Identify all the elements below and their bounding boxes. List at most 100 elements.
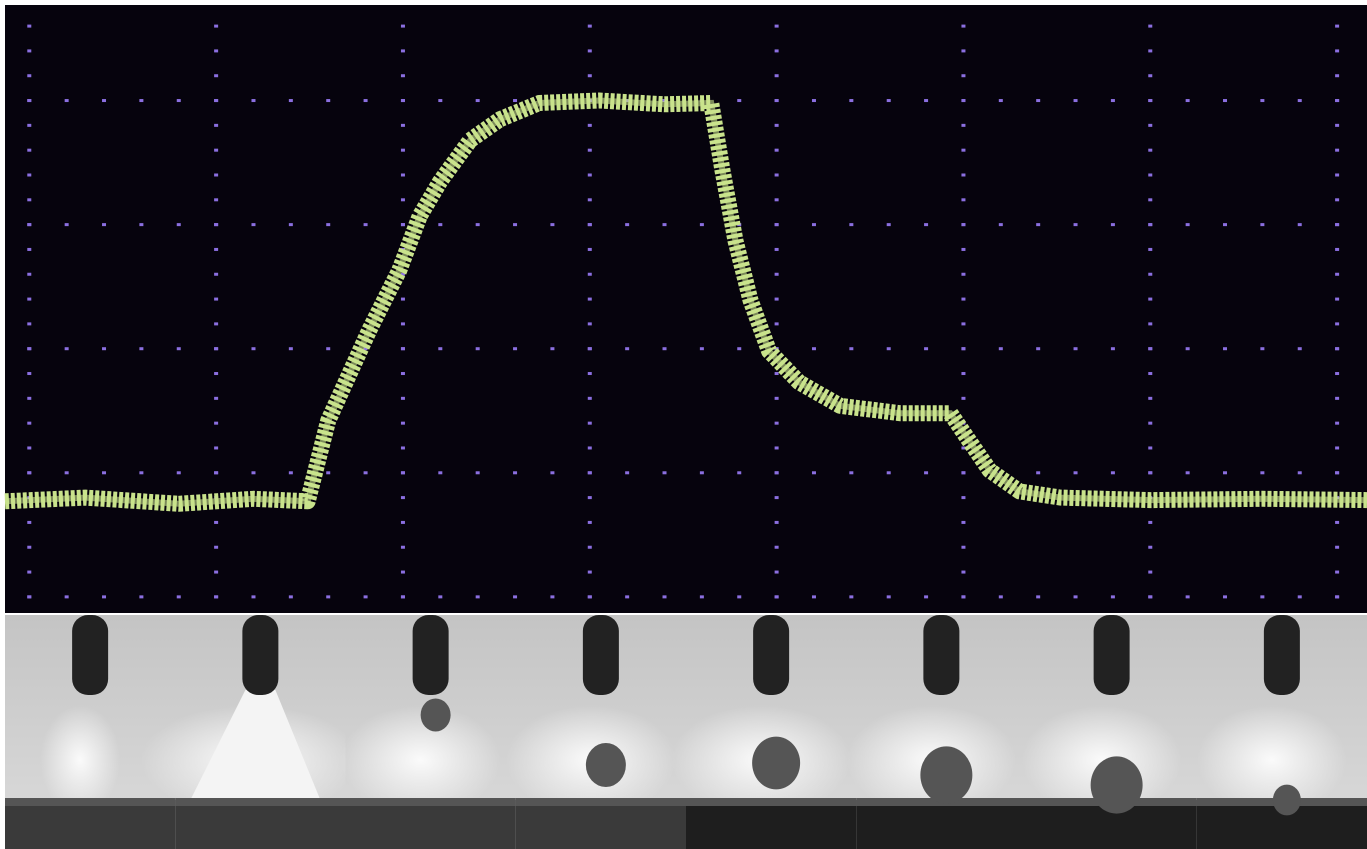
droplet xyxy=(421,699,451,732)
grid-dot xyxy=(177,595,181,598)
grid-dot xyxy=(961,397,965,400)
grid-dot xyxy=(27,422,31,425)
grid-dot xyxy=(999,99,1003,102)
grid-dot xyxy=(1186,347,1190,350)
grid-dot xyxy=(1335,372,1339,375)
grid-dot xyxy=(476,99,480,102)
grid-dot xyxy=(588,25,592,28)
grid-dot xyxy=(27,595,31,598)
grid-dot xyxy=(251,595,255,598)
grid-dot xyxy=(214,571,218,574)
grid-dot xyxy=(812,471,816,474)
electrode xyxy=(583,615,619,695)
grid-dot xyxy=(550,347,554,350)
grid-dot xyxy=(775,471,779,474)
grid-dot xyxy=(1223,595,1227,598)
grid-dot xyxy=(775,124,779,127)
grid-dot xyxy=(775,25,779,28)
grid-dot xyxy=(812,223,816,226)
grid-dot xyxy=(65,223,69,226)
grid-dot xyxy=(214,273,218,276)
grid-dot xyxy=(849,223,853,226)
grid-dot xyxy=(214,347,218,350)
grid-dot xyxy=(775,74,779,77)
grid-dot xyxy=(214,422,218,425)
grid-dot xyxy=(1335,471,1339,474)
grid-dot xyxy=(775,248,779,251)
grid-dot xyxy=(102,595,106,598)
grid-dot xyxy=(1260,99,1264,102)
grid-dot xyxy=(1148,471,1152,474)
grid-dot xyxy=(1260,347,1264,350)
grid-dot xyxy=(588,49,592,52)
grid-dot xyxy=(775,372,779,375)
grid-dot xyxy=(401,322,405,325)
grid-dot xyxy=(700,595,704,598)
grid-dot xyxy=(102,223,106,226)
grid-dot xyxy=(326,223,330,226)
grid-dot xyxy=(102,99,106,102)
grid-dot xyxy=(214,546,218,549)
grid-dot xyxy=(289,347,293,350)
grid-dot xyxy=(775,546,779,549)
grid-dot xyxy=(214,248,218,251)
grid-dot xyxy=(887,223,891,226)
grid-dot xyxy=(550,471,554,474)
grid-dot xyxy=(27,74,31,77)
grid-dot xyxy=(887,595,891,598)
electrode xyxy=(923,615,959,695)
electrode xyxy=(753,615,789,695)
grid-dot xyxy=(27,521,31,524)
grid-dot xyxy=(887,99,891,102)
grid-dot xyxy=(364,471,368,474)
grid-dot xyxy=(887,471,891,474)
grid-dot xyxy=(625,595,629,598)
grid-dot xyxy=(961,124,965,127)
grid-dot xyxy=(588,273,592,276)
grid-dot xyxy=(1335,347,1339,350)
grid-dot xyxy=(27,223,31,226)
grid-dot xyxy=(550,595,554,598)
grid-dot xyxy=(700,471,704,474)
grid-dot xyxy=(513,99,517,102)
workpiece xyxy=(346,800,517,849)
grid-dot xyxy=(775,422,779,425)
grid-dot xyxy=(961,49,965,52)
grid-dot xyxy=(961,595,965,598)
grid-dot xyxy=(27,198,31,201)
grid-dot xyxy=(1335,571,1339,574)
grid-dot xyxy=(775,149,779,152)
grid-dot xyxy=(27,248,31,251)
electrode xyxy=(242,615,278,695)
grid-dot xyxy=(1148,521,1152,524)
grid-dot xyxy=(438,99,442,102)
grid-dot xyxy=(27,25,31,28)
grid-dot xyxy=(961,298,965,301)
grid-dot xyxy=(139,99,143,102)
grid-dot xyxy=(961,521,965,524)
grid-dot xyxy=(1148,273,1152,276)
grid-dot xyxy=(401,496,405,499)
grid-dot xyxy=(214,471,218,474)
grid-dot xyxy=(588,149,592,152)
grid-dot xyxy=(588,571,592,574)
droplet xyxy=(1273,785,1301,816)
grid-dot xyxy=(961,322,965,325)
grid-dot xyxy=(1148,546,1152,549)
grid-dot xyxy=(65,347,69,350)
grid-dot xyxy=(588,322,592,325)
grid-dot xyxy=(1148,422,1152,425)
grid-dot xyxy=(625,223,629,226)
grid-dot xyxy=(27,571,31,574)
grid-dot xyxy=(401,372,405,375)
grid-dot xyxy=(214,173,218,176)
grid-dot xyxy=(737,595,741,598)
grid-dot xyxy=(1335,99,1339,102)
grid-dot xyxy=(1036,347,1040,350)
grid-dot xyxy=(588,198,592,201)
grid-dot xyxy=(924,471,928,474)
workpiece xyxy=(5,800,176,849)
grid-dot xyxy=(1036,99,1040,102)
grid-dot xyxy=(663,223,667,226)
grid-dot xyxy=(214,198,218,201)
